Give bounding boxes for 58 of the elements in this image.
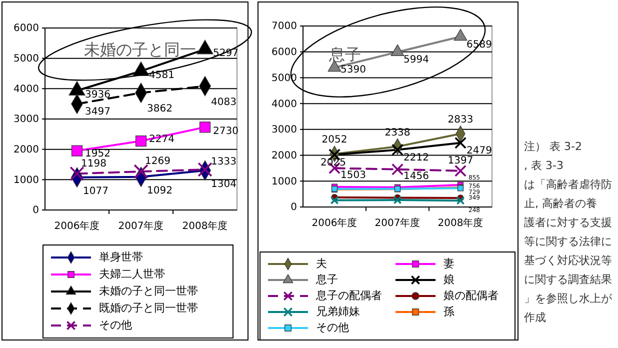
data-label: 3497: [85, 106, 110, 118]
y-tick-label: 2000: [272, 150, 297, 162]
y-tick-label: 1000: [14, 174, 39, 186]
data-label: 1456: [404, 171, 429, 182]
legend-label: その他: [316, 321, 349, 334]
x-tick-label: 2007年度: [118, 220, 164, 232]
data-label: 1333: [211, 156, 236, 168]
y-tick-label: 0: [290, 202, 297, 214]
data-label: 1397: [448, 156, 474, 167]
y-tick-label: 3000: [14, 114, 39, 126]
data-label: 3862: [147, 104, 172, 115]
y-tick-label: 4000: [14, 84, 39, 95]
x-tick-label: 2008年度: [438, 217, 484, 230]
y-tick-label: 5000: [14, 54, 39, 65]
x-tick-label: 2006年度: [312, 217, 358, 230]
data-label: 2274: [149, 134, 174, 145]
data-label: 1952: [85, 148, 110, 160]
data-label: 2212: [404, 152, 429, 164]
annotation: 未婚の子と同一: [84, 40, 196, 59]
data-label: 5994: [404, 54, 429, 66]
data-label: 1269: [145, 156, 170, 168]
y-tick-label: 0: [32, 205, 39, 216]
data-label: 2479: [466, 146, 492, 157]
y-tick-label: 2000: [14, 144, 39, 156]
legend-label: 妻: [444, 257, 454, 270]
x-tick-label: 2006年度: [54, 220, 100, 232]
data-label: 1092: [147, 186, 172, 197]
legend-label: 孫: [444, 305, 454, 318]
legend-label: 兄弟姉妹: [316, 305, 360, 318]
legend-label: 娘の配偶者: [444, 289, 498, 302]
data-label: 5390: [340, 64, 366, 76]
legend-label: 未婚の子と同一世帯: [99, 284, 198, 298]
legend-label: 夫婦二人世帯: [99, 268, 165, 281]
x-tick-label: 2008年度: [182, 220, 228, 232]
data-label: 1198: [81, 158, 106, 170]
data-label: 4083: [211, 96, 236, 108]
legend-label: 息子の配偶者: [315, 289, 382, 302]
y-tick-label: 7000: [272, 21, 297, 32]
y-tick-label: 4000: [272, 98, 297, 110]
y-tick-label: 6000: [272, 47, 297, 58]
data-label: 2730: [213, 126, 238, 137]
legend-label: 単身世帯: [99, 250, 143, 264]
x-tick-label: 2007年度: [374, 217, 420, 230]
y-tick-label: 3000: [272, 124, 297, 136]
legend-label: 娘: [444, 273, 454, 286]
text: 注） 表 3-2, 表 3-3 は「高齢者虐待防止, 高齢者の養護者に対する支援等に関する法律に基づく対応状況等に関する調査結果」を参照し水上が作成: [524, 140, 612, 324]
legend-label: その他: [99, 318, 132, 332]
data-label: 1304: [211, 179, 236, 190]
data-label: 1503: [340, 170, 366, 181]
data-label: 1077: [83, 186, 108, 198]
data-label: 3936: [85, 89, 110, 100]
legend-label: 息子: [315, 273, 338, 286]
legend-label: 夫: [316, 257, 327, 270]
legend-label: 既婚の子と同一世帯: [99, 302, 198, 315]
y-tick-label: 1000: [272, 176, 297, 188]
data-label: 2833: [448, 114, 474, 126]
y-tick-label: 6000: [14, 23, 39, 34]
data-label: 2052: [322, 134, 348, 146]
